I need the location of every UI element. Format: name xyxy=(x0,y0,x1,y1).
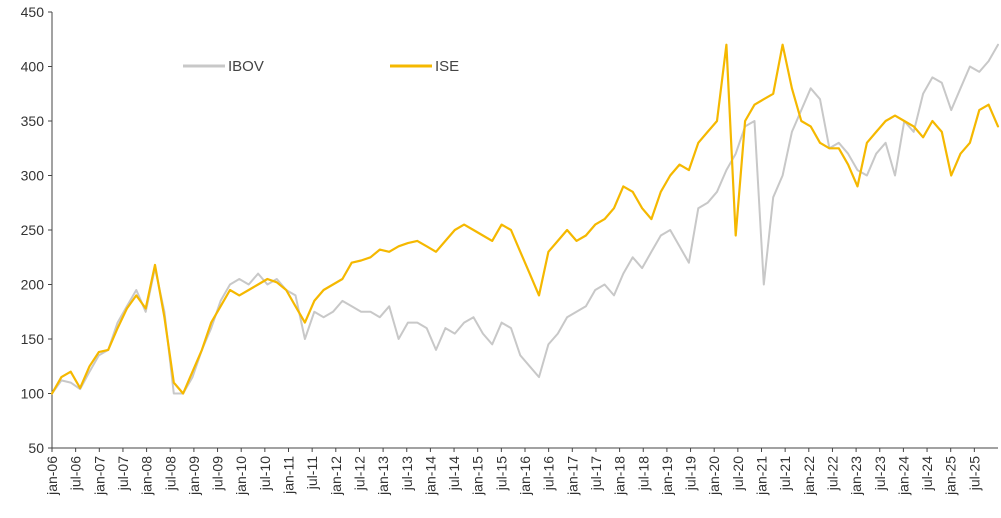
y-tick-label: 250 xyxy=(21,222,45,238)
x-tick-label: jan-08 xyxy=(139,456,155,496)
x-tick-label: jan-25 xyxy=(943,456,959,496)
x-tick-label: jan-10 xyxy=(233,456,249,496)
x-tick-label: jan-14 xyxy=(422,456,438,496)
x-tick-label: jan-24 xyxy=(895,456,911,496)
x-tick-label: jan-17 xyxy=(564,456,580,496)
x-tick-label: jul-09 xyxy=(210,456,226,491)
series-line-ibov xyxy=(51,43,999,395)
x-tick-label: jan-11 xyxy=(281,456,297,495)
x-tick-label: jul-10 xyxy=(257,456,273,491)
x-tick-label: jan-16 xyxy=(517,456,533,496)
x-tick-label: jan-19 xyxy=(659,456,675,496)
series-lines xyxy=(50,43,1000,395)
x-tick-label: jul-16 xyxy=(541,456,557,491)
x-tick-label: jan-09 xyxy=(186,456,202,496)
x-tick-label: jul-18 xyxy=(635,456,651,491)
x-tick-label: jul-17 xyxy=(588,456,604,491)
legend-label-ibov: IBOV xyxy=(228,58,264,75)
x-tick-label: jul-11 xyxy=(304,456,320,490)
x-tick-label: jul-15 xyxy=(493,456,509,491)
x-tick-label: jan-23 xyxy=(848,456,864,496)
y-tick-label: 200 xyxy=(21,277,45,293)
y-tick-label: 150 xyxy=(21,331,45,347)
x-tick-label: jul-06 xyxy=(68,456,84,491)
legend-label-ise: ISE xyxy=(435,58,459,75)
y-axis: 50 100 150 200 250 300 350 400 450 xyxy=(21,4,53,456)
x-tick-label: jul-08 xyxy=(162,456,178,491)
x-tick-label: jan-22 xyxy=(801,456,817,496)
y-tick-label: 450 xyxy=(21,4,45,20)
y-tick-label: 300 xyxy=(21,168,45,184)
x-tick-label: jul-20 xyxy=(730,456,746,491)
x-tick-label: jul-19 xyxy=(683,456,699,491)
x-tick-label: jan-12 xyxy=(328,456,344,496)
y-tick-label: 100 xyxy=(21,386,45,402)
x-tick-label: jan-20 xyxy=(706,456,722,496)
x-axis: jan-06 jul-06 jan-07 jul-07 jan-08 jul-08 jan-… xyxy=(44,447,998,496)
x-tick-label: jan-18 xyxy=(612,456,628,496)
x-tick-label: jul-12 xyxy=(351,456,367,491)
x-tick-label: jul-25 xyxy=(966,456,982,491)
x-tick-label: jul-13 xyxy=(399,456,415,491)
x-tick-label: jan-15 xyxy=(470,456,486,496)
x-tick-label: jan-06 xyxy=(44,456,60,496)
x-tick-label: jul-24 xyxy=(919,456,935,491)
y-tick-label: 350 xyxy=(21,113,45,129)
x-tick-label: jul-23 xyxy=(872,456,888,491)
y-tick-label: 400 xyxy=(21,59,45,75)
x-tick-label: jul-07 xyxy=(115,456,131,491)
x-tick-label: jul-21 xyxy=(777,456,793,491)
y-tick-label: 50 xyxy=(28,440,44,456)
x-tick-label: jul-22 xyxy=(824,456,840,491)
x-tick-label: jul-14 xyxy=(446,456,462,491)
legend: IBOV ISE xyxy=(183,58,459,75)
series-line-ise xyxy=(50,43,1000,395)
x-tick-label: jan-07 xyxy=(91,456,107,496)
x-tick-label: jan-13 xyxy=(375,456,391,496)
x-tick-label: jan-21 xyxy=(754,456,770,496)
